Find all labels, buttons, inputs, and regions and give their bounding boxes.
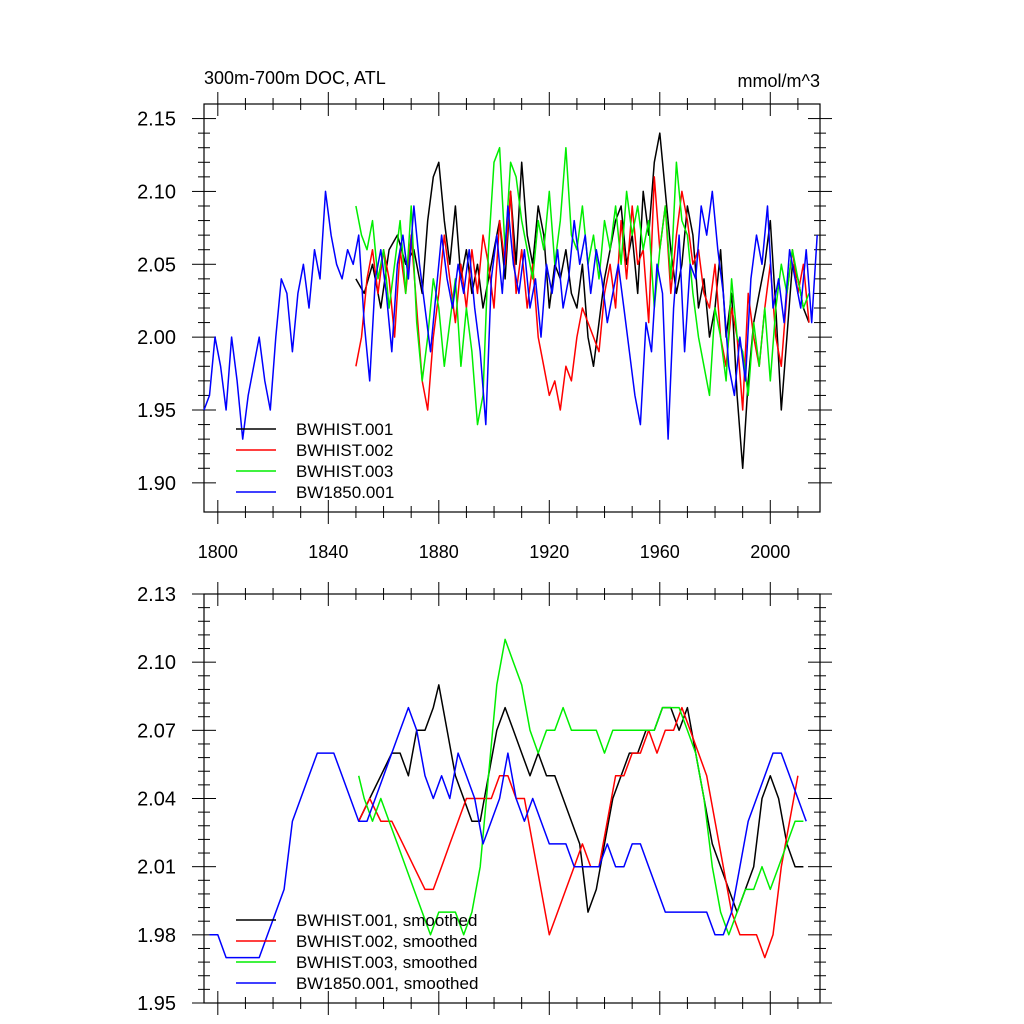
x-tick-label: 1920 [529, 542, 569, 562]
y-tick-label: 1.90 [137, 473, 176, 495]
y-tick-label: 2.10 [137, 652, 176, 674]
x-tick-label: 1960 [640, 542, 680, 562]
y-tick-label: 2.15 [137, 109, 176, 131]
chart-top: 300m-700m DOC, ATL mmol/m^3 1800 1840 1880… [137, 68, 832, 562]
legend-label: BW1850.001 [296, 483, 394, 502]
legend-label: BWHIST.001 [296, 420, 393, 439]
legend-label: BWHIST.001, smoothed [296, 911, 477, 930]
legend-label: BWHIST.002 [296, 441, 393, 460]
x-tick-label: 1880 [419, 542, 459, 562]
legend-label: BWHIST.002, smoothed [296, 932, 477, 951]
y-tick-label: 2.07 [137, 720, 176, 742]
y-tick-label: 1.98 [137, 925, 176, 947]
x-tick-label: 1840 [308, 542, 348, 562]
legend-label: BWHIST.003 [296, 462, 393, 481]
y-tick-label: 2.13 [137, 584, 176, 606]
chart-title: 300m-700m DOC, ATL [204, 68, 386, 88]
y-tick-label: 1.95 [137, 400, 176, 422]
series-line-4 [209, 706, 807, 959]
x-tick-label: 2000 [750, 542, 790, 562]
series-line-1 [358, 684, 804, 913]
y-tick-label: 2.05 [137, 254, 176, 276]
legend-label: BW1850.001, smoothed [296, 974, 478, 993]
series-line-3 [357, 638, 804, 936]
series-line-3 [355, 146, 810, 426]
chart-units: mmol/m^3 [738, 71, 820, 91]
y-tick-label: 2.01 [137, 857, 176, 879]
series-line-4 [203, 190, 818, 440]
y-tick-label: 2.10 [137, 181, 176, 203]
y-tick-label: 2.00 [137, 327, 176, 349]
series-line-1 [355, 132, 810, 470]
series-line-2 [358, 706, 799, 959]
y-tick-label: 2.04 [137, 789, 176, 811]
y-tick-label: 1.95 [137, 993, 176, 1015]
x-tick-label: 1800 [198, 542, 238, 562]
legend-label: BWHIST.003, smoothed [296, 953, 477, 972]
chart-bottom: 1.95 1.98 2.01 2.04 2.07 2.10 2.13 BWHIST.001, … [137, 582, 832, 1015]
series-line-2 [355, 176, 810, 411]
